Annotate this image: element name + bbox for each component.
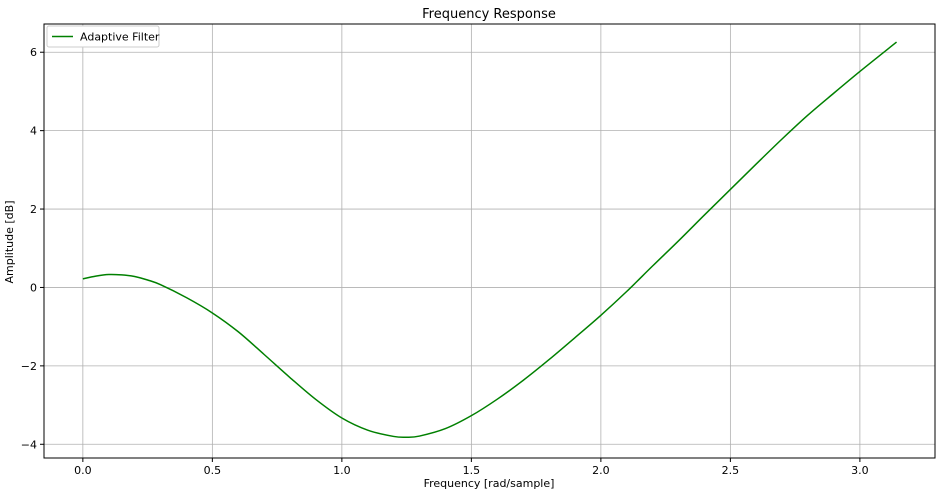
x-tick-label: 1.5 [463,464,481,477]
grid [44,24,935,458]
plot-area-frame [43,23,936,459]
legend-box [46,25,160,48]
legend: Adaptive Filter [46,25,160,48]
x-tick-label: 0.0 [74,464,92,477]
x-tick-label: 3.0 [851,464,869,477]
y-tick-label: 2 [30,203,37,216]
chart-title: Frequency Response [422,7,556,22]
x-tick-label: 2.5 [722,464,740,477]
y-axis-label: Amplitude [dB] [3,201,16,284]
y-tick-label: −2 [21,360,37,373]
series-layer [82,41,898,439]
x-tick-label: 0.5 [204,464,222,477]
y-axis-ticks: −4 −2 0 2 4 6 [21,46,44,451]
legend-label: Adaptive Filter [80,31,160,44]
x-axis-ticks: 0.0 0.5 1.0 1.5 2.0 2.5 3.0 [74,458,869,477]
y-tick-label: 6 [30,46,37,59]
y-tick-label: −4 [21,438,37,451]
x-tick-label: 2.0 [592,464,610,477]
series-line-adaptive-filter [82,41,898,439]
y-tick-label: 0 [30,281,37,294]
x-tick-label: 1.0 [333,464,351,477]
x-axis-label: Frequency [rad/sample] [424,477,555,490]
y-tick-label: 4 [30,125,37,138]
